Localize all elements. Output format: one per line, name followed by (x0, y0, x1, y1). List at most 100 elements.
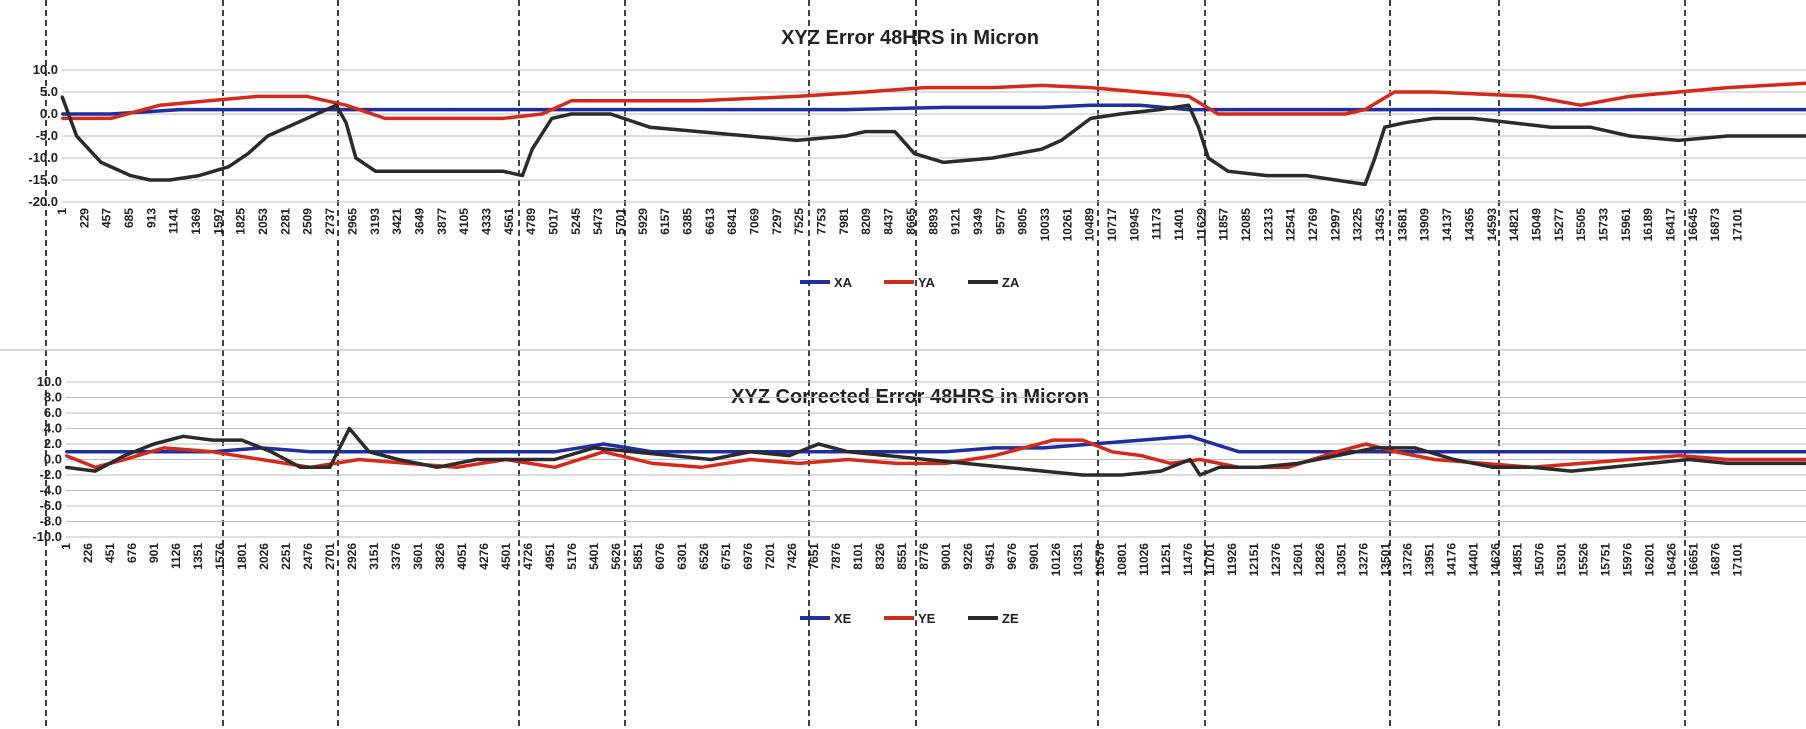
series-ye-point (64, 454, 68, 457)
series-za-point (168, 178, 171, 182)
series-za-point (1403, 121, 1406, 125)
series-ze-point (592, 446, 595, 450)
series-ze-point (348, 427, 351, 430)
series-ze-point (1198, 473, 1202, 477)
x-tick-label: 12313 (1261, 208, 1275, 242)
x-tick-label: 9901 (1027, 543, 1041, 570)
x-tick-label: 9805 (1016, 208, 1030, 235)
x-tick-label: 6076 (653, 543, 667, 570)
series-lines (60, 81, 1806, 187)
series-ya-point (540, 112, 544, 116)
series-za-point (521, 174, 524, 177)
series-ye-point (1394, 450, 1397, 453)
y-tick-label: 8.0 (44, 390, 62, 405)
x-tick-label: 3826 (433, 543, 447, 570)
series-ya-point (1344, 112, 1347, 116)
series-ze-point (94, 469, 97, 473)
series-ye-point (749, 458, 752, 461)
x-tick-label: 8776 (917, 543, 931, 570)
series-ze-point (1413, 446, 1417, 450)
x-tick-label: 229 (77, 208, 91, 228)
x-tick-label: 11629 (1194, 208, 1208, 241)
series-xe-point (162, 450, 165, 453)
x-tick-label: 14821 (1507, 208, 1521, 242)
x-tick-label: 2053 (256, 208, 270, 235)
series-xa-point (1530, 108, 1533, 111)
series-xe-point (113, 450, 117, 453)
x-tick-label: 5929 (636, 208, 650, 235)
x-axis-ticks: 1 229 457 685 913 1141 1369 1597 1825 2053 2281 250… (55, 208, 1745, 242)
x-tick-label: 5473 (591, 208, 605, 235)
series-xe-point (358, 450, 361, 453)
x-tick-label: 14626 (1489, 543, 1503, 577)
series-za-point (1383, 126, 1386, 129)
x-tick-label: 11476 (1181, 543, 1195, 576)
series-xa-point (452, 108, 455, 111)
series-xa-point (60, 112, 64, 116)
series-ye-point (553, 466, 556, 469)
x-tick-label: 16645 (1686, 208, 1700, 242)
series-xa-point (178, 108, 181, 111)
series-za-point (227, 165, 230, 168)
x-tick-label: 6385 (681, 208, 695, 235)
x-tick-label: 7426 (785, 543, 799, 570)
series-za-point (75, 134, 78, 138)
series-ya-point (1432, 90, 1435, 94)
series-ye-point (1433, 458, 1436, 461)
x-tick-label: 7651 (807, 543, 821, 570)
series-za-point (246, 152, 250, 155)
series-za-point (609, 112, 612, 116)
series-ya-point (1216, 112, 1220, 116)
y-tick-label: -20.0 (28, 194, 58, 209)
x-tick-label: 6157 (658, 208, 672, 235)
series-ye-point (1198, 458, 1202, 461)
x-tick-label: 13225 (1351, 208, 1365, 242)
series-ze-point (1081, 473, 1084, 477)
y-tick-label: 10.0 (33, 62, 58, 77)
x-tick-label: 226 (81, 543, 95, 563)
x-tick-label: 12826 (1313, 543, 1327, 577)
series-ze-point (1257, 466, 1260, 469)
x-tick-label: 8209 (859, 208, 873, 235)
vertical-dashed-markers (45, 0, 1686, 729)
series-ye-point (455, 466, 459, 469)
series-za-point (844, 134, 847, 138)
x-tick-label: 15526 (1577, 543, 1591, 577)
x-tick-label: 9577 (993, 208, 1007, 235)
series-za-point (1265, 174, 1269, 177)
legend-label-ze: ZE (1002, 611, 1019, 626)
series-ze-point (1609, 466, 1612, 469)
x-tick-label: 451 (103, 543, 117, 563)
series-ya-point (433, 117, 436, 120)
series-za-point (1226, 170, 1230, 173)
x-tick-label: 13453 (1373, 208, 1387, 242)
series-za-point (266, 134, 269, 138)
series-za-point (1187, 104, 1190, 107)
x-tick-label: 16189 (1641, 208, 1655, 242)
x-tick-label: 16876 (1709, 543, 1723, 577)
series-za-point (403, 170, 406, 173)
series-za-point (197, 174, 201, 177)
series-xa-point (844, 108, 847, 111)
series-ze-point (240, 438, 244, 442)
y-tick-label: -8.0 (40, 514, 62, 529)
series-ze-point (514, 458, 517, 461)
y-tick-label: 10.0 (37, 374, 62, 389)
x-tick-label: 913 (144, 208, 158, 228)
x-tick-label: 4501 (499, 543, 513, 570)
x-tick-label: 10351 (1071, 543, 1085, 577)
x-tick-label: 7069 (748, 208, 762, 235)
series-za-point (570, 112, 573, 116)
x-tick-label: 6613 (703, 208, 717, 235)
series-ye-point (1628, 458, 1632, 461)
series-za-point (501, 170, 504, 173)
series-za-point (991, 156, 994, 160)
series-xe-point (1042, 446, 1045, 450)
x-tick-label: 4951 (543, 543, 557, 570)
series-ze-point (436, 466, 439, 469)
x-tick-label: 3649 (412, 208, 426, 235)
series-za-point (1197, 126, 1200, 129)
series-za-point (1510, 121, 1514, 125)
series-ye-point (1169, 462, 1172, 465)
